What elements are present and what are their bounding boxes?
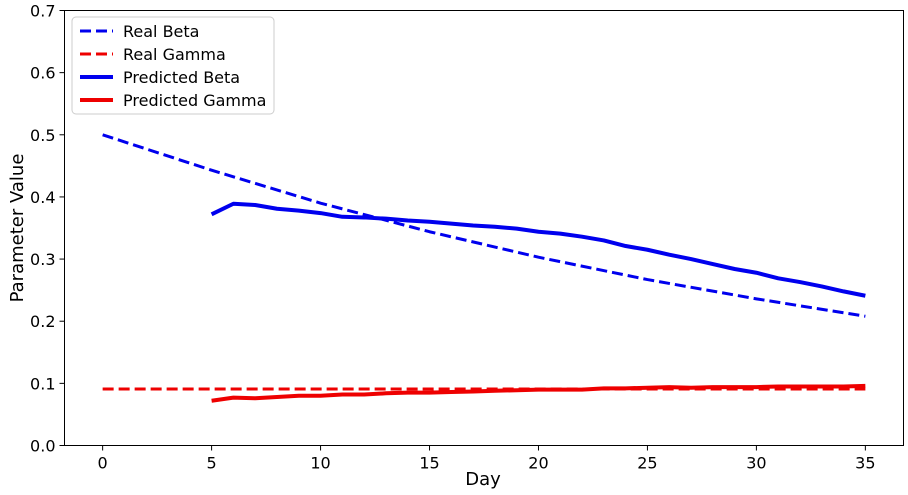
- legend-frame: [71, 16, 275, 115]
- y-tick-label: 0.6: [30, 64, 55, 83]
- series-line-predicted-beta: [210, 201, 866, 298]
- legend: Real Beta Real Gamma Predicted Beta Predict…: [71, 16, 275, 115]
- y-tick-label: 0.1: [30, 374, 55, 393]
- y-tick-label: 0.0: [30, 437, 55, 456]
- x-axis: 0 5 10 15 20 25 30 35: [98, 445, 876, 473]
- x-tick-label: 35: [855, 454, 875, 473]
- series-line-real-beta: [102, 133, 866, 318]
- y-axis-label: Parameter Value: [7, 154, 28, 303]
- y-tick-label: 0.3: [30, 250, 55, 269]
- y-axis: 0.0 0.1 0.2 0.3 0.4 0.5 0.6 0.7: [30, 2, 65, 456]
- x-tick-label: 10: [310, 454, 330, 473]
- x-tick-label: 20: [528, 454, 548, 473]
- series-line-predicted-gamma: [211, 383, 866, 403]
- x-axis-label: Day: [465, 469, 501, 490]
- legend-label-real-gamma: Real Gamma: [123, 45, 226, 64]
- x-tick-label: 25: [637, 454, 657, 473]
- x-tick-label: 30: [746, 454, 766, 473]
- x-tick-label: 0: [98, 454, 108, 473]
- y-tick-label: 0.5: [30, 126, 55, 145]
- y-tick-label: 0.2: [30, 312, 55, 331]
- series-lines: [102, 133, 866, 403]
- y-tick-label: 0.7: [30, 2, 55, 21]
- y-tick-label: 0.4: [30, 188, 55, 207]
- x-tick-label: 15: [419, 454, 439, 473]
- plot-frame: [64, 10, 904, 446]
- legend-label-predicted-gamma: Predicted Gamma: [123, 91, 266, 110]
- legend-label-predicted-beta: Predicted Beta: [123, 68, 240, 87]
- x-tick-label: 5: [207, 454, 217, 473]
- legend-label-real-beta: Real Beta: [123, 22, 199, 41]
